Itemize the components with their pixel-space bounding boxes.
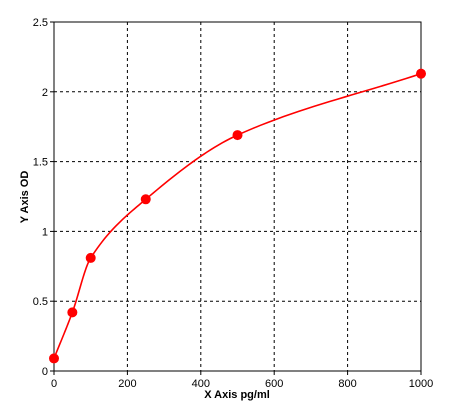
data-point: [67, 307, 78, 318]
x-tick-label: 800: [338, 378, 356, 390]
x-axis-title: X Axis pg/ml: [204, 389, 270, 401]
x-tick-label: 200: [118, 378, 136, 390]
x-tick-label: 0: [51, 378, 57, 390]
data-point: [49, 353, 59, 364]
plot-area-frame: [53, 21, 422, 372]
y-tick-label: 1: [42, 226, 48, 238]
data-point: [85, 252, 96, 263]
axis-ticks: [50, 21, 422, 375]
y-tick-label: 2.5: [33, 17, 48, 29]
y-axis-tick-labels: 0 0.5 1 1.5 2 2.5: [33, 17, 48, 378]
x-tick-label: 600: [265, 378, 283, 390]
data-point: [232, 130, 243, 141]
data-point: [416, 68, 426, 79]
x-tick-label: 1000: [409, 378, 433, 390]
x-axis-tick-labels: 0 200 400 600 800 1000: [51, 378, 433, 390]
y-tick-label: 2: [42, 87, 48, 99]
fit-curve-line: [53, 72, 422, 359]
y-axis-title: Y Axis OD: [19, 171, 31, 224]
grid-lines: [54, 22, 421, 371]
y-tick-label: 1.5: [33, 157, 48, 169]
y-tick-label: 0: [42, 366, 48, 378]
y-tick-label: 0.5: [33, 296, 48, 308]
data-points: [49, 68, 426, 364]
x-tick-label: 400: [192, 378, 210, 390]
data-point: [140, 194, 151, 205]
